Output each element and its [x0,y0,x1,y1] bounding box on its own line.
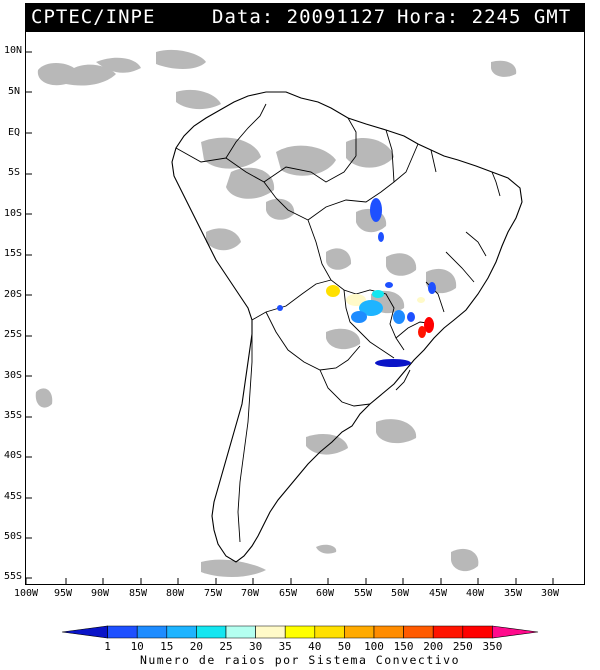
colorbar-segment [432,625,464,639]
colorbar-tick-label: 15 [160,640,173,653]
lat-label: 5N [8,86,21,97]
lon-label: 55W [354,588,373,599]
colorbar-tick-label: 30 [249,640,262,653]
colorbar-tick-label: 1 [104,640,111,653]
convective-cells [277,198,436,367]
time-label: Hora: 2245 GMT [397,6,572,28]
colorbar-segment [196,625,227,639]
colorbar-tick-label: 20 [190,640,203,653]
colorbar: 1 10 15 20 25 30 35 40 50 100 150 200 250 350 [61,625,539,653]
colorbar-tick-label: 40 [308,640,321,653]
lon-label: 30W [541,588,560,599]
map-panel [25,31,585,585]
colorbar-segment [462,625,493,639]
lat-label: 10S [4,208,23,219]
colorbar-segment [255,625,286,639]
agency-label: CPTEC/INPE [31,6,156,28]
tick-marks [25,51,554,584]
colorbar-tick-label: 200 [423,640,443,653]
colorbar-segment [61,625,108,639]
lon-label: 35W [504,588,523,599]
colorbar-tick-label: 25 [219,640,232,653]
colorbar-tick-label: 35 [279,640,292,653]
colorbar-tick-label: 250 [453,640,473,653]
colorbar-tick-label: 350 [482,640,502,653]
lat-label: 40S [4,450,23,461]
title-bar: CPTEC/INPE Data: 20091127 Hora: 2245 GMT [25,3,585,31]
colorbar-segment [136,625,168,639]
colorbar-segment [492,625,539,639]
lon-label: 80W [166,588,185,599]
lon-label: 75W [204,588,223,599]
colorbar-tick-label: 150 [394,640,414,653]
colorbar-tick-label: 10 [131,640,144,653]
lat-label: EQ [8,127,21,138]
lat-label: 55S [4,571,23,582]
lat-label: 10N [4,45,23,56]
lat-label: 45S [4,491,23,502]
lon-label: 50W [391,588,410,599]
south-america-coastline [171,91,523,563]
lon-label: 90W [91,588,110,599]
lat-label: 25S [4,329,23,340]
lat-label: 5S [8,167,21,178]
colorbar-segment [344,625,375,639]
lat-label: 30S [4,370,23,381]
colorbar-tick-label: 50 [338,640,351,653]
country-borders [175,103,501,543]
lon-label: 95W [54,588,73,599]
colorbar-segment [107,625,138,639]
lat-label: 20S [4,289,23,300]
lon-label: 100W [14,588,39,599]
colorbar-segment [225,625,256,639]
colorbar-segment [166,625,197,639]
lon-label: 85W [129,588,148,599]
colorbar-segment [403,625,434,639]
lon-label: 60W [316,588,335,599]
colorbar-caption: Numero de raios por Sistema Convectivo [139,653,461,667]
lat-label: 15S [4,248,23,259]
colorbar-tick-label: 100 [364,640,384,653]
lat-label: 35S [4,410,23,421]
lon-label: 40W [466,588,485,599]
lon-label: 45W [429,588,448,599]
map-svg [25,49,554,584]
colorbar-segment [314,625,345,639]
date-label: Data: 20091127 [212,6,387,28]
colorbar-segment [373,625,404,639]
lon-label: 70W [241,588,260,599]
colorbar-segment [284,625,316,639]
lat-label: 50S [4,531,23,542]
lon-label: 65W [279,588,298,599]
cloud-cover [35,49,517,577]
